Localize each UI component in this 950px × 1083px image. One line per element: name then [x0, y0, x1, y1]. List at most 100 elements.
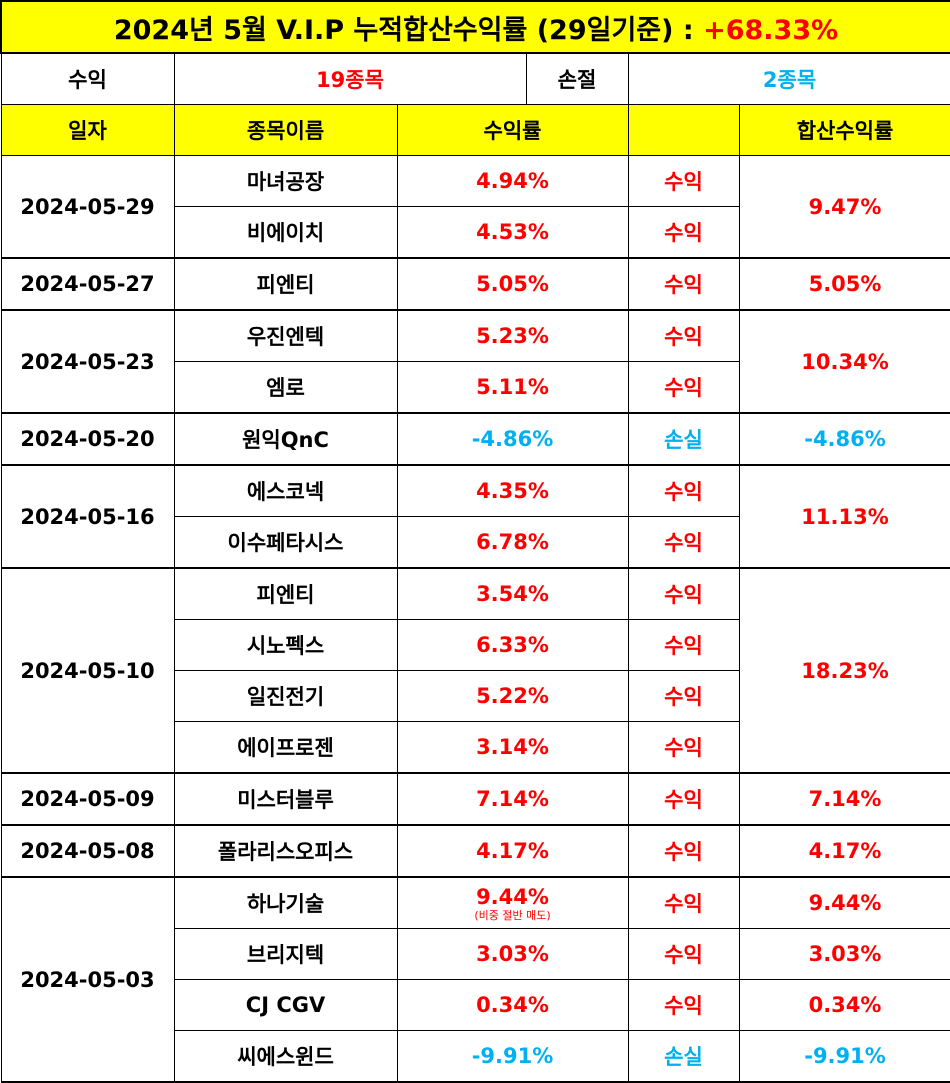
return-rate: 0.34% — [396, 979, 629, 1031]
header-name: 종목이름 — [173, 104, 398, 156]
stock-name: 하나기술 — [173, 876, 398, 929]
return-rate-value: 6.33% — [476, 633, 549, 657]
return-rate: 6.78% — [396, 516, 629, 569]
stock-name: 비에이치 — [173, 206, 398, 259]
loss-label: 손절 — [525, 52, 629, 105]
row-date: 2024-05-27 — [0, 257, 175, 311]
result-status: 수익 — [627, 772, 740, 826]
row-date: 2024-05-20 — [0, 412, 175, 466]
stock-name: 마녀공장 — [173, 155, 398, 207]
result-status: 손실 — [627, 412, 740, 466]
return-rate-value: 3.03% — [476, 942, 549, 966]
combined-return: 3.03% — [738, 928, 950, 980]
return-rate-value: -9.91% — [471, 1044, 554, 1068]
combined-return: 18.23% — [738, 567, 950, 774]
combined-return: 11.13% — [738, 464, 950, 569]
return-rate-value: 5.22% — [476, 684, 549, 708]
return-rate-value: 5.11% — [476, 375, 549, 399]
return-rate: 5.11% — [396, 361, 629, 414]
return-rate: 5.23% — [396, 309, 629, 362]
return-rate-value: 3.14% — [476, 735, 549, 759]
result-status: 수익 — [627, 361, 740, 414]
stock-name: 시노펙스 — [173, 619, 398, 671]
return-rate: 6.33% — [396, 619, 629, 671]
stock-name: 폴라리스오피스 — [173, 824, 398, 878]
row-date: 2024-05-03 — [0, 876, 175, 1083]
result-status: 수익 — [627, 567, 740, 620]
result-status: 수익 — [627, 464, 740, 517]
stock-name: 일진전기 — [173, 670, 398, 722]
return-rate: 3.03% — [396, 928, 629, 980]
result-status: 손실 — [627, 1030, 740, 1083]
return-rate-value: 4.94% — [476, 169, 549, 193]
return-rate-value: 9.44% — [476, 884, 549, 909]
return-rate-value: -4.86% — [471, 427, 554, 451]
result-status: 수익 — [627, 309, 740, 362]
combined-return: 4.17% — [738, 824, 950, 878]
summary-row: 수익 19종목 손절 2종목 — [0, 52, 950, 105]
total-return: +68.33% — [703, 14, 839, 46]
stock-name: 에스코넥 — [173, 464, 398, 517]
combined-return: 10.34% — [738, 309, 950, 414]
stock-name: 이수페타시스 — [173, 516, 398, 569]
table-row: 2024-05-23 우진엔텍 5.23% 수익 10.34% — [0, 309, 950, 414]
stock-name: 피엔티 — [173, 567, 398, 620]
return-rate-value: 5.23% — [476, 324, 549, 348]
table-row: 시노펙스 6.33% 수익 — [1, 619, 950, 671]
stock-name: 에이프로젠 — [173, 721, 398, 774]
result-status: 수익 — [627, 670, 740, 722]
table-row: 이수페타시스 6.78% 수익 — [1, 516, 950, 569]
row-date: 2024-05-09 — [0, 772, 175, 826]
return-rate: 4.17% — [396, 824, 629, 878]
combined-return: -4.86% — [738, 412, 950, 466]
table-row: 엠로 5.11% 수익 — [1, 361, 950, 414]
table-row: 비에이치 4.53% 수익 — [1, 206, 950, 259]
row-date: 2024-05-10 — [0, 567, 175, 774]
header-rate: 수익률 — [396, 104, 629, 156]
return-rate: 3.54% — [396, 567, 629, 620]
return-rate: 4.53% — [396, 206, 629, 259]
result-status: 수익 — [627, 928, 740, 980]
return-rate-value: 4.35% — [476, 479, 549, 503]
return-rate: 5.22% — [396, 670, 629, 722]
result-status: 수익 — [627, 876, 740, 929]
profit-label: 수익 — [0, 52, 175, 105]
header-date: 일자 — [0, 104, 175, 156]
loss-count: 2종목 — [627, 52, 950, 105]
table-row: 2024-05-16 에스코넥 4.35% 수익 11.13% — [0, 464, 950, 569]
return-rate: 4.35% — [396, 464, 629, 517]
stock-name: 씨에스윈드 — [173, 1030, 398, 1083]
table-title: 2024년 5월 V.I.P 누적합산수익률 (29일기준) : +68.33% — [0, 0, 950, 54]
row-date: 2024-05-08 — [0, 824, 175, 878]
stock-name: 우진엔텍 — [173, 309, 398, 362]
table-row: 2024-05-08 폴라리스오피스 4.17% 수익 4.17% — [0, 824, 950, 878]
stock-name: CJ CGV — [173, 979, 398, 1031]
table-row: 일진전기 5.22% 수익 — [1, 670, 950, 722]
profit-count: 19종목 — [173, 52, 527, 105]
table-row: 2024-05-10 피엔티 3.54% 수익 18.23% — [0, 567, 950, 774]
return-rate: -9.91% — [396, 1030, 629, 1083]
table-row: 2024-05-20 원익QnC -4.86% 손실 -4.86% — [0, 412, 950, 466]
title-text: 2024년 5월 V.I.P 누적합산수익률 (29일기준) : — [113, 14, 704, 46]
return-rate-value: 4.53% — [476, 220, 549, 244]
return-note: (비중 절반 매도) — [474, 908, 551, 922]
row-date: 2024-05-29 — [0, 155, 175, 259]
combined-return: 5.05% — [738, 257, 950, 311]
combined-return: 7.14% — [738, 772, 950, 826]
combined-return: -9.91% — [738, 1030, 950, 1083]
stock-name: 피엔티 — [173, 257, 398, 311]
return-rate-value: 3.54% — [476, 582, 549, 606]
result-status: 수익 — [627, 257, 740, 311]
combined-return: 9.47% — [738, 155, 950, 259]
return-rate: 3.14% — [396, 721, 629, 774]
return-rate-value: 6.78% — [476, 530, 549, 554]
result-status: 수익 — [627, 155, 740, 207]
return-rate: 4.94% — [396, 155, 629, 207]
header-result — [627, 104, 740, 156]
return-rate-value: 7.14% — [476, 787, 549, 811]
return-rate-value: 5.05% — [476, 272, 549, 296]
result-status: 수익 — [627, 206, 740, 259]
return-rate-value: 4.17% — [476, 839, 549, 863]
result-status: 수익 — [627, 516, 740, 569]
